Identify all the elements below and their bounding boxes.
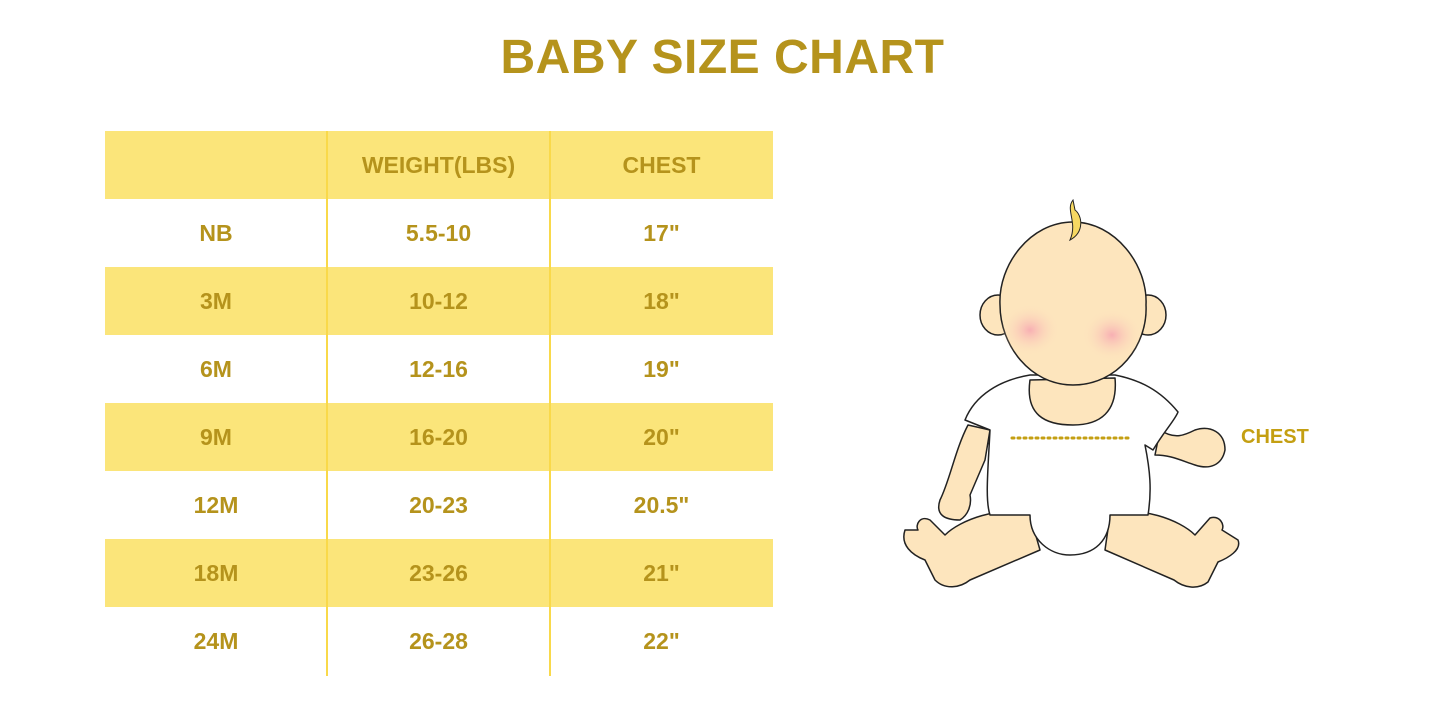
chest-cell: 17" — [643, 219, 680, 246]
table-row: 3M 10-12 18" — [105, 267, 773, 335]
head — [999, 221, 1147, 386]
size-cell: 9M — [200, 423, 232, 450]
right-arm — [1154, 427, 1226, 468]
page-title: BABY SIZE CHART — [500, 31, 945, 84]
size-cell: 6M — [200, 355, 232, 382]
left-cheek — [1000, 304, 1060, 356]
column-divider — [326, 131, 328, 676]
size-cell: 24M — [193, 627, 239, 654]
chest-cell: 20" — [643, 423, 680, 450]
left-arm — [938, 424, 991, 521]
chest-cell: 18" — [643, 287, 680, 314]
weight-cell: 20-23 — [409, 491, 468, 518]
chest-cell: 21" — [643, 559, 680, 586]
column-divider — [549, 131, 551, 676]
header-cell-chest: CHEST — [622, 151, 701, 178]
chest-cell: 20.5" — [633, 491, 690, 518]
chest-label: CHEST — [1241, 426, 1309, 448]
weight-cell: 23-26 — [409, 559, 468, 586]
neck — [1028, 377, 1117, 426]
size-cell: 18M — [193, 559, 239, 586]
chest-cell: 22" — [643, 627, 680, 654]
size-cell: 3M — [200, 287, 232, 314]
weight-cell: 12-16 — [409, 355, 468, 382]
hair-icon — [1068, 198, 1082, 242]
table-row: NB 5.5-10 17" — [105, 199, 773, 267]
size-cell: 12M — [193, 491, 239, 518]
weight-cell: 10-12 — [409, 287, 468, 314]
table-header-row: WEIGHT(LBS) CHEST — [105, 131, 773, 199]
table-row: 18M 23-26 21" — [105, 539, 773, 607]
table-row: 12M 20-23 20.5" — [105, 471, 773, 539]
weight-cell: 5.5-10 — [405, 219, 472, 246]
weight-cell: 16-20 — [409, 423, 468, 450]
table-row: 24M 26-28 22" — [105, 607, 773, 675]
right-leg — [1104, 511, 1240, 588]
right-cheek — [1082, 309, 1142, 361]
shirt — [964, 374, 1179, 556]
weight-cell: 26-28 — [409, 627, 468, 654]
table-row: 6M 12-16 19" — [105, 335, 773, 403]
header-cell-weight: WEIGHT(LBS) — [361, 151, 516, 178]
size-cell: NB — [199, 219, 233, 246]
size-table: WEIGHT(LBS) CHEST NB 5.5-10 17" 3M 10-12 18" 6… — [105, 131, 773, 675]
chest-cell: 19" — [643, 355, 680, 382]
table-row: 9M 16-20 20" — [105, 403, 773, 471]
left-leg — [903, 511, 1041, 588]
